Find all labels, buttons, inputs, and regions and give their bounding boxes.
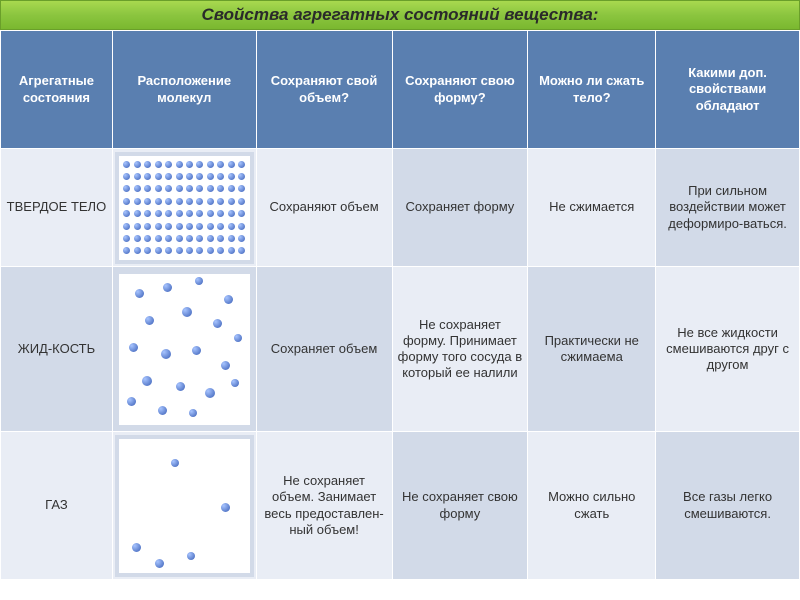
state-label: ГАЗ (1, 432, 113, 580)
page-title: Свойства агрегатных состояний вещества: (202, 5, 599, 24)
compress-cell: Не сжимается (528, 149, 656, 267)
compress-cell: Можно сильно сжать (528, 432, 656, 580)
shape-cell: Не сохраняет форму. Принимает форму того… (392, 267, 528, 432)
molecule-diagram-cell (112, 267, 256, 432)
column-header: Сохраняют свою форму? (392, 31, 528, 149)
column-header: Можно ли сжать тело? (528, 31, 656, 149)
state-label: ЖИД-КОСТЬ (1, 267, 113, 432)
column-header: Агрегатные состояния (1, 31, 113, 149)
column-header: Расположение молекул (112, 31, 256, 149)
molecule-diagram-cell (112, 149, 256, 267)
table-row: ТВЕРДОЕ ТЕЛО Сохраняют объемСохраняет фор… (1, 149, 800, 267)
molecule-diagram (115, 152, 254, 264)
table-header-row: Агрегатные состоянияРасположение молекул… (1, 31, 800, 149)
molecule-diagram (115, 435, 254, 577)
volume-cell: Сохраняет объем (256, 267, 392, 432)
extra-cell: При сильном воздействии может деформиро-… (656, 149, 800, 267)
extra-cell: Не все жидкости смешиваются друг с друго… (656, 267, 800, 432)
molecule-diagram (115, 270, 254, 429)
page-title-bar: Свойства агрегатных состояний вещества: (0, 0, 800, 30)
column-header: Сохраняют свой объем? (256, 31, 392, 149)
compress-cell: Практически не сжимаема (528, 267, 656, 432)
states-table: Агрегатные состоянияРасположение молекул… (0, 30, 800, 580)
shape-cell: Сохраняет форму (392, 149, 528, 267)
extra-cell: Все газы легко смешиваются. (656, 432, 800, 580)
table-row: ГАЗ Не сохраняет объем. Занимает весь пре… (1, 432, 800, 580)
state-label: ТВЕРДОЕ ТЕЛО (1, 149, 113, 267)
molecule-diagram-cell (112, 432, 256, 580)
volume-cell: Сохраняют объем (256, 149, 392, 267)
shape-cell: Не сохраняет свою форму (392, 432, 528, 580)
volume-cell: Не сохраняет объем. Занимает весь предос… (256, 432, 392, 580)
table-row: ЖИД-КОСТЬ Сохраняет объемНе сохраняет фор… (1, 267, 800, 432)
column-header: Какими доп. свойствами обладают (656, 31, 800, 149)
